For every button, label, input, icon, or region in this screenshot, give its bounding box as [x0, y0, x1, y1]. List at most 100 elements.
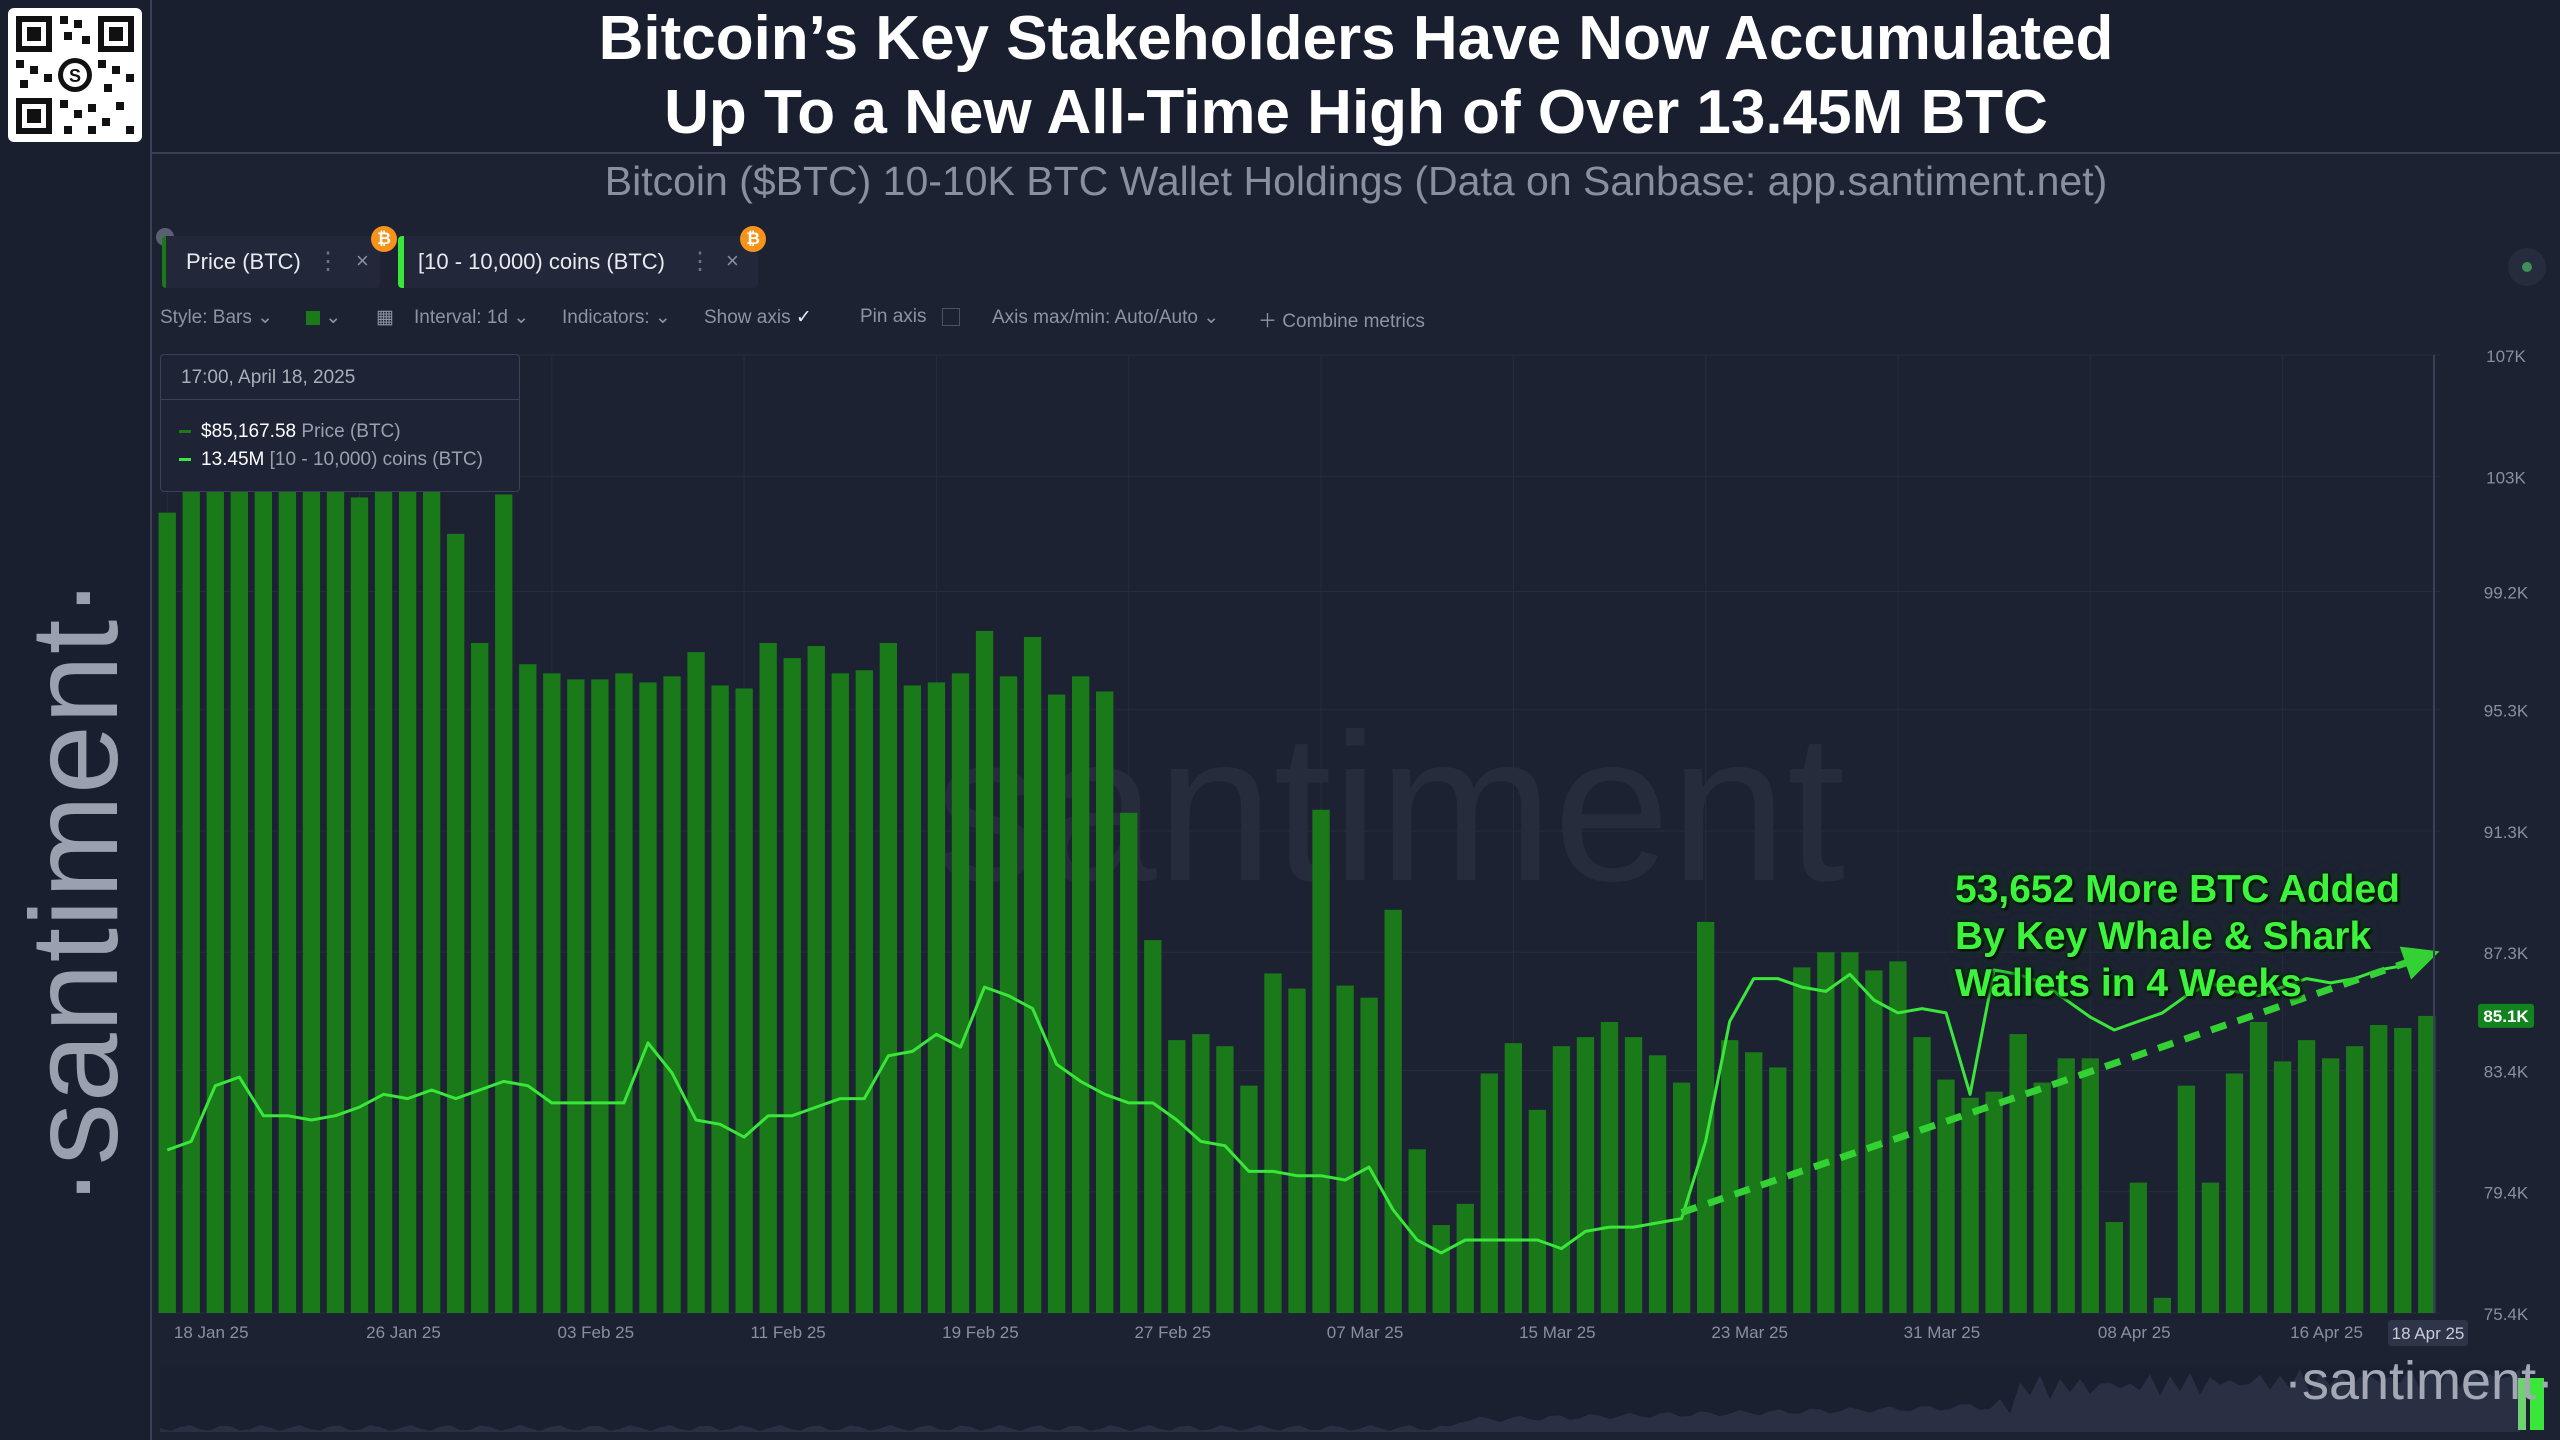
title-line-2: Up To a New All-Time High of Over 13.45M…	[664, 78, 2048, 147]
price-bar	[1408, 1149, 1426, 1313]
price-bar	[2418, 1015, 2436, 1313]
price-bar	[1600, 1021, 1619, 1313]
cursor-date-label: 18 Apr 25	[2392, 1324, 2465, 1343]
tooltip-date: 17:00, April 18, 2025	[181, 367, 356, 388]
price-bar	[1672, 1082, 1691, 1313]
axis-maxmin-label: Axis max/min: Auto/Auto	[992, 307, 1198, 328]
show-axis-toggle[interactable]: Show axis ✓	[704, 306, 812, 329]
pin-axis-label: Pin axis	[860, 306, 927, 327]
price-bar	[2370, 1024, 2388, 1313]
svg-text:S: S	[69, 66, 81, 86]
combine-metrics-button[interactable]: ＋ Combine metrics	[1258, 311, 1425, 332]
price-bar	[543, 673, 561, 1313]
tooltip-holdings-name: [10 - 10,000) coins (BTC)	[269, 449, 483, 470]
price-bar	[1120, 812, 1138, 1313]
holdings-line	[166, 955, 2428, 1255]
price-bar	[1192, 1034, 1210, 1313]
price-bar	[2201, 1182, 2220, 1313]
style-dropdown[interactable]: Style: Bars ⌄	[160, 307, 274, 328]
close-icon[interactable]: ×	[726, 248, 739, 273]
annotation-line-1: 53,652 More BTC Added	[1955, 868, 2400, 911]
price-bar	[687, 652, 705, 1313]
y-tick-label: 87.3K	[2484, 944, 2529, 963]
color-picker[interactable]: ⌄	[306, 306, 341, 329]
x-tick-label: 27 Feb 25	[1134, 1323, 1211, 1342]
y-tick-label: 95.3K	[2484, 702, 2529, 721]
price-bar	[831, 673, 849, 1313]
price-bar	[182, 476, 200, 1313]
price-bar	[1817, 952, 1835, 1313]
price-bar	[1072, 676, 1090, 1313]
calendar-icon: ▦	[376, 307, 394, 328]
price-bar	[519, 664, 537, 1313]
price-bar	[1696, 921, 1715, 1313]
price-bar	[2177, 1085, 2196, 1313]
y-tick-label: 79.4K	[2484, 1184, 2529, 1203]
tab-price[interactable]: Price (BTC) ⋮ ×	[162, 236, 380, 288]
interval-dropdown[interactable]: Interval: 1d ⌄	[414, 307, 530, 328]
x-tick-label: 18 Jan 25	[174, 1323, 249, 1342]
price-bar	[447, 533, 465, 1313]
price-bar	[1552, 1046, 1571, 1313]
price-bar	[398, 421, 417, 1314]
indicators-dropdown[interactable]: Indicators: ⌄	[562, 307, 671, 328]
axis-maxmin-dropdown[interactable]: Axis max/min: Auto/Auto ⌄	[992, 307, 1220, 328]
price-bar	[1793, 967, 1811, 1313]
price-bar	[1865, 970, 1883, 1313]
qr-code-icon[interactable]: S	[8, 8, 142, 142]
price-bar	[2225, 1073, 2244, 1313]
close-icon[interactable]: ×	[356, 248, 369, 273]
price-bar	[663, 676, 681, 1313]
x-tick-label: 03 Feb 25	[558, 1323, 635, 1342]
trend-arrow-head	[2399, 946, 2440, 980]
price-bar	[759, 643, 777, 1313]
tooltip-holdings-row: 13.45M [10 - 10,000) coins (BTC)	[179, 449, 483, 471]
y-tick-label: 91.3K	[2484, 823, 2529, 842]
price-bar	[1985, 1091, 2003, 1313]
price-bar	[1384, 909, 1402, 1313]
price-bar	[855, 670, 873, 1313]
price-bar	[2057, 1058, 2075, 1313]
price-bar	[1240, 1085, 1258, 1313]
checkmark-icon: ✓	[795, 307, 812, 328]
settings-toggle[interactable]	[2508, 248, 2546, 286]
interval-label: Interval: 1d	[414, 307, 508, 328]
tab-holdings[interactable]: [10 - 10,000) coins (BTC) ⋮ ×	[398, 236, 758, 288]
x-tick-label: 11 Feb 25	[750, 1323, 825, 1342]
tab-price-label: Price (BTC)	[186, 249, 301, 274]
price-bar	[783, 658, 801, 1313]
annotation-line-2: By Key Whale & Shark	[1955, 915, 2372, 958]
navigator-handle	[2518, 1378, 2526, 1430]
price-bar	[879, 643, 898, 1313]
price-bar	[711, 685, 729, 1313]
kebab-icon[interactable]: ⋮	[688, 248, 712, 275]
price-bar	[1047, 694, 1066, 1313]
price-bar	[903, 685, 922, 1313]
price-bar	[2129, 1182, 2147, 1313]
price-bar	[1336, 985, 1354, 1313]
page-title: Bitcoin’s Key Stakeholders Have Now Accu…	[152, 2, 2560, 150]
price-bar	[1264, 973, 1282, 1313]
price-bar	[1144, 940, 1162, 1313]
x-tick-label: 23 Mar 25	[1711, 1323, 1788, 1342]
divider	[150, 0, 152, 1440]
chart-subtitle: Bitcoin ($BTC) 10-10K BTC Wallet Holding…	[604, 158, 2108, 204]
tooltip-price-row: $85,167.58 Price (BTC)	[179, 421, 401, 443]
kebab-icon[interactable]: ⋮	[316, 248, 340, 275]
y-tick-label: 103K	[2486, 468, 2526, 487]
show-axis-label: Show axis	[704, 307, 791, 328]
price-bar	[807, 646, 825, 1313]
price-bar	[2081, 1058, 2099, 1313]
price-bar	[567, 679, 585, 1313]
price-bar	[495, 494, 513, 1313]
price-swatch	[179, 430, 191, 434]
pin-axis-toggle[interactable]: Pin axis	[860, 306, 960, 328]
divider	[161, 399, 519, 400]
header-bar	[0, 0, 2560, 154]
price-bar	[2394, 1028, 2412, 1313]
price-bar	[254, 409, 273, 1314]
current-price-label: 85.1K	[2483, 1007, 2529, 1026]
title-line-1: Bitcoin’s Key Stakeholders Have Now Accu…	[598, 4, 2114, 73]
price-bar	[1288, 988, 1306, 1313]
